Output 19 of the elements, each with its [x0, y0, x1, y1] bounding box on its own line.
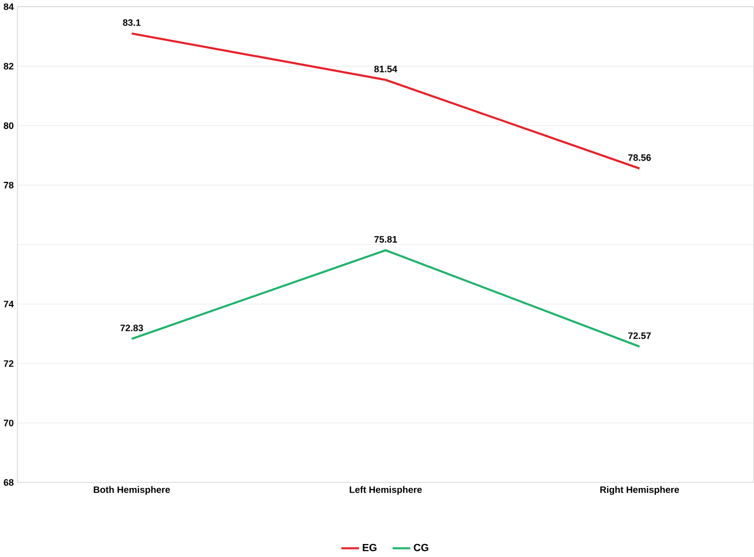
data-label: 72.57: [628, 332, 651, 340]
y-tick-label: 74: [4, 300, 14, 308]
data-label: 78.56: [628, 154, 651, 161]
x-tick-label: Right Hemisphere: [600, 486, 680, 495]
data-label: 75.81: [374, 236, 398, 243]
y-tick-label: 80: [4, 122, 14, 130]
data-label: 81.54: [374, 66, 398, 72]
data-label: 83.1: [122, 19, 141, 26]
legend-label: CG: [414, 544, 428, 552]
y-tick-label: 72: [4, 360, 14, 367]
y-tick-label: 78: [4, 182, 14, 189]
y-tick-label: 70: [4, 420, 14, 426]
x-tick-label: Both Hemisphere: [94, 486, 170, 495]
y-tick-label: 84: [4, 4, 14, 10]
data-label: 72.83: [120, 324, 144, 332]
legend-label: EG: [362, 544, 376, 552]
y-tick-label: 68: [4, 479, 14, 486]
x-tick-label: Left Hemisphere: [350, 486, 422, 495]
y-tick-label: 82: [4, 62, 14, 70]
